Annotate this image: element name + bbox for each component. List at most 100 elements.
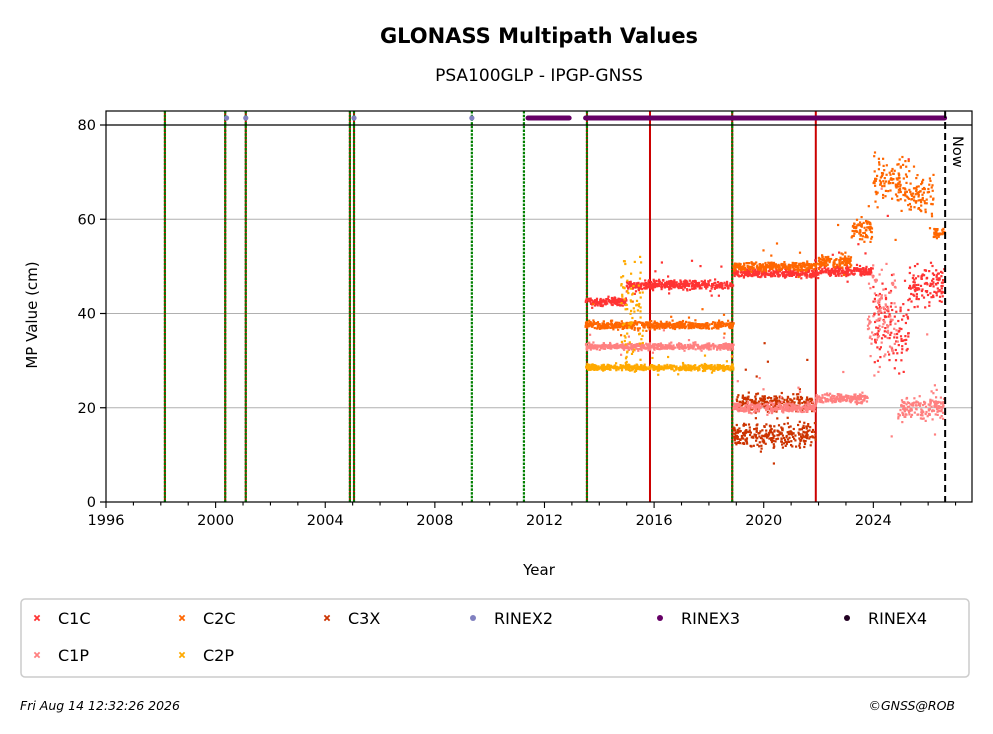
data-point — [899, 183, 902, 186]
data-point — [906, 347, 909, 351]
data-point — [692, 365, 695, 369]
data-point — [920, 411, 923, 414]
data-point — [738, 427, 741, 430]
data-point — [804, 402, 807, 405]
data-point — [737, 402, 740, 405]
data-point — [917, 193, 920, 197]
data-point — [620, 353, 623, 356]
data-point — [926, 415, 929, 418]
data-point — [603, 299, 607, 303]
data-point — [718, 319, 721, 322]
data-point — [660, 261, 663, 264]
data-point — [880, 172, 884, 175]
data-point — [938, 409, 941, 412]
data-point — [801, 401, 804, 405]
data-point — [889, 182, 892, 185]
data-point — [584, 300, 587, 303]
data-point — [647, 347, 650, 350]
data-point — [666, 344, 669, 347]
data-point — [919, 190, 922, 193]
data-point — [902, 408, 905, 411]
data-point — [839, 256, 842, 259]
data-point — [878, 319, 881, 322]
data-point — [775, 242, 779, 245]
data-point — [940, 292, 943, 295]
data-point — [796, 406, 799, 409]
data-point — [782, 442, 785, 445]
data-point — [592, 321, 596, 324]
data-point — [737, 265, 740, 269]
data-point — [593, 301, 596, 304]
data-point — [918, 395, 921, 398]
data-point — [636, 327, 639, 330]
data-point — [931, 264, 934, 268]
data-point — [623, 339, 626, 343]
data-point — [805, 398, 808, 401]
data-point — [916, 401, 920, 404]
data-point — [788, 402, 791, 405]
data-point — [913, 265, 917, 268]
data-point — [598, 326, 601, 329]
data-point — [702, 367, 706, 370]
data-point — [933, 384, 936, 387]
data-point — [657, 325, 660, 328]
data-point — [900, 339, 903, 342]
data-point — [814, 433, 817, 436]
data-point — [595, 327, 598, 330]
data-point — [780, 432, 783, 435]
data-point — [781, 272, 784, 275]
data-point — [846, 396, 849, 399]
data-point — [609, 341, 612, 345]
data-point — [655, 325, 658, 328]
data-point — [896, 195, 899, 198]
data-point — [783, 422, 786, 426]
data-point — [935, 274, 938, 277]
data-point — [631, 287, 634, 290]
data-point — [649, 325, 652, 328]
data-point — [722, 336, 726, 339]
data-point — [832, 261, 835, 264]
data-point — [691, 280, 694, 283]
data-point — [830, 268, 833, 271]
data-point — [935, 230, 938, 233]
data-point — [620, 320, 623, 323]
data-point — [769, 425, 772, 428]
data-point — [910, 300, 913, 303]
data-point — [753, 411, 756, 414]
data-point — [913, 206, 916, 209]
data-point — [941, 284, 944, 287]
data-point — [706, 322, 709, 325]
data-point — [808, 275, 811, 278]
data-point — [602, 320, 605, 323]
data-point — [872, 333, 875, 337]
data-point — [808, 403, 811, 406]
data-point — [904, 160, 907, 163]
data-point — [928, 227, 932, 230]
data-point — [638, 327, 641, 330]
data-point — [698, 286, 702, 289]
data-point — [727, 344, 730, 347]
data-point — [911, 192, 915, 195]
data-point — [877, 327, 880, 330]
data-point — [638, 342, 642, 345]
data-point — [889, 291, 892, 294]
data-point — [815, 269, 818, 272]
data-point — [665, 325, 668, 328]
data-point — [597, 324, 600, 327]
data-point — [904, 335, 907, 338]
data-point — [883, 320, 886, 323]
x-tick-label: 1996 — [88, 513, 125, 529]
data-point — [692, 322, 695, 325]
data-point — [755, 407, 758, 410]
data-point — [716, 364, 719, 367]
data-point — [687, 347, 690, 351]
data-point — [612, 299, 615, 303]
data-point — [809, 272, 812, 276]
data-point — [755, 429, 758, 432]
data-point — [864, 396, 867, 400]
data-point — [898, 327, 901, 330]
data-point — [763, 274, 766, 277]
data-point — [735, 262, 738, 265]
data-point — [781, 427, 784, 430]
data-point — [627, 335, 630, 338]
